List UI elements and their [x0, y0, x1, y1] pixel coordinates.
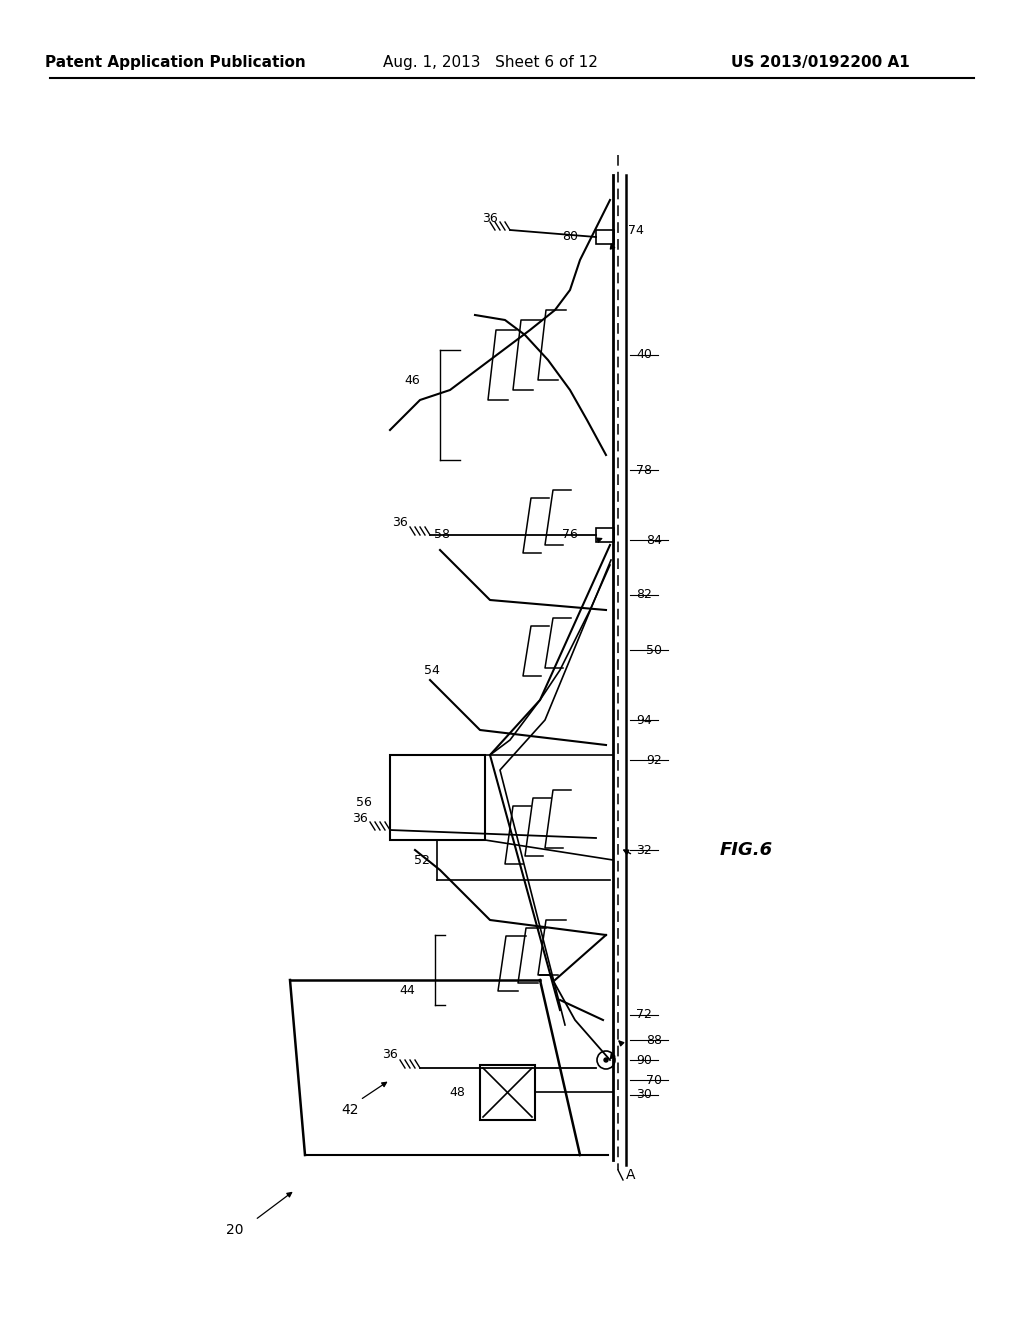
Text: 72: 72	[636, 1008, 652, 1022]
Bar	[596, 528, 614, 543]
Text: 48: 48	[450, 1085, 465, 1098]
Text: 50: 50	[646, 644, 662, 656]
Text: US 2013/0192200 A1: US 2013/0192200 A1	[731, 54, 909, 70]
Text: 84: 84	[646, 533, 662, 546]
Text: A: A	[626, 1168, 636, 1181]
Text: 32: 32	[636, 843, 651, 857]
Bar	[390, 755, 485, 840]
Text: Aug. 1, 2013   Sheet 6 of 12: Aug. 1, 2013 Sheet 6 of 12	[383, 54, 597, 70]
Text: 36: 36	[392, 516, 408, 528]
Text: 74: 74	[628, 223, 644, 236]
Bar	[480, 1065, 535, 1119]
Circle shape	[604, 1059, 608, 1063]
Text: 92: 92	[646, 754, 662, 767]
Bar	[596, 230, 614, 244]
Text: 88: 88	[646, 1034, 662, 1047]
Text: 44: 44	[399, 983, 415, 997]
Text: 30: 30	[636, 1089, 652, 1101]
Text: 42: 42	[341, 1104, 358, 1117]
Text: 46: 46	[404, 374, 420, 387]
Text: 76: 76	[562, 528, 578, 541]
Text: 52: 52	[414, 854, 430, 866]
Text: Patent Application Publication: Patent Application Publication	[45, 54, 305, 70]
Text: 82: 82	[636, 589, 652, 602]
Text: 94: 94	[636, 714, 651, 726]
Text: 80: 80	[562, 231, 578, 243]
Text: 78: 78	[636, 463, 652, 477]
Text: 90: 90	[636, 1053, 652, 1067]
Text: 70: 70	[646, 1073, 662, 1086]
Text: 56: 56	[356, 796, 372, 808]
Text: 40: 40	[636, 348, 652, 362]
Text: 36: 36	[352, 812, 368, 825]
Text: 58: 58	[434, 528, 450, 541]
Text: 54: 54	[424, 664, 440, 676]
Text: FIG.6: FIG.6	[720, 841, 773, 859]
Text: 36: 36	[382, 1048, 398, 1061]
Text: 36: 36	[482, 211, 498, 224]
Text: 20: 20	[226, 1224, 244, 1237]
